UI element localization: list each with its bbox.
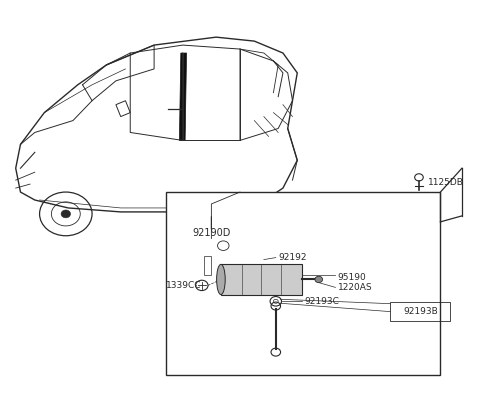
Circle shape bbox=[61, 210, 71, 218]
Text: 92193B: 92193B bbox=[403, 307, 438, 316]
Bar bbox=[221, 264, 302, 294]
Text: 1339CC: 1339CC bbox=[166, 281, 202, 290]
Bar bbox=[204, 256, 211, 276]
Text: 1125DB: 1125DB bbox=[428, 178, 463, 187]
Circle shape bbox=[315, 276, 323, 283]
Text: 92193C: 92193C bbox=[304, 297, 339, 306]
Text: 92192: 92192 bbox=[278, 253, 307, 262]
Bar bbox=[390, 302, 450, 321]
Text: 1220AS: 1220AS bbox=[338, 283, 372, 292]
Text: 95190: 95190 bbox=[338, 273, 367, 282]
Text: 92190D: 92190D bbox=[192, 228, 230, 238]
Bar bbox=[166, 192, 441, 375]
Polygon shape bbox=[180, 53, 187, 140]
Ellipse shape bbox=[216, 264, 225, 294]
Circle shape bbox=[233, 214, 242, 222]
